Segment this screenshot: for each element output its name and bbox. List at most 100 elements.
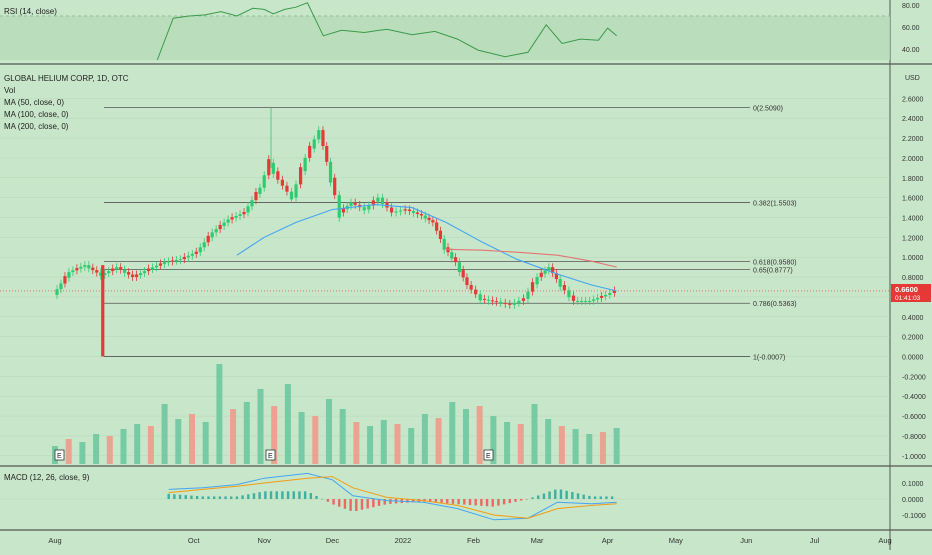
candle[interactable] [438,230,443,239]
candle[interactable] [154,265,159,268]
candle[interactable] [517,300,521,303]
macd-line[interactable] [168,472,617,521]
ma50-line[interactable] [236,204,617,292]
candle[interactable] [337,195,341,218]
macd-histogram-bar[interactable] [411,499,415,503]
candle[interactable] [107,271,111,274]
candle[interactable] [349,202,353,206]
candle[interactable] [103,273,107,276]
candle[interactable] [250,200,254,207]
volume-bar[interactable] [106,436,113,464]
macd-histogram-bar[interactable] [451,499,455,504]
macd-histogram-bar[interactable] [463,499,466,505]
volume-bar[interactable] [476,406,483,464]
candle[interactable] [91,267,95,271]
volume-bar[interactable] [572,429,579,464]
volume-bar[interactable] [312,416,319,464]
macd-histogram-bar[interactable] [588,495,591,499]
macd-histogram-bar[interactable] [218,496,222,499]
volume-bar[interactable] [367,426,374,464]
candle[interactable] [138,273,143,276]
macd-histogram-bar[interactable] [457,499,460,505]
volume-bar[interactable] [490,416,497,464]
macd-histogram-bar[interactable] [446,499,449,504]
macd-histogram-bar[interactable] [230,496,233,499]
macd-histogram-bar[interactable] [576,493,580,499]
candle[interactable] [87,265,91,269]
candle[interactable] [450,252,454,259]
candle[interactable] [596,297,600,300]
macd-histogram-bar[interactable] [298,491,301,499]
volume-bar[interactable] [175,419,182,464]
rsi-pane[interactable]: 80.00 60.00 40.00 [0,2,920,61]
candle[interactable] [411,211,416,213]
macd-histogram-bar[interactable] [531,497,534,499]
rsi-line[interactable] [156,2,618,61]
earnings-marker[interactable]: E [265,449,276,461]
macd-histogram-bar[interactable] [178,494,182,499]
macd-histogram-bar[interactable] [173,494,176,499]
candle[interactable] [576,300,580,302]
candle[interactable] [482,298,487,300]
candle[interactable] [580,300,584,302]
candle[interactable] [547,267,551,271]
candle[interactable] [55,289,59,295]
macd-histogram-bar[interactable] [258,492,261,499]
macd-histogram-bar[interactable] [360,499,364,510]
macd-histogram-bar[interactable] [502,499,506,505]
candle[interactable] [442,238,446,250]
earnings-marker[interactable]: E [54,449,65,461]
volume-bar[interactable] [435,418,442,464]
candle[interactable] [612,290,616,293]
candle[interactable] [254,192,258,201]
candle[interactable] [190,253,194,256]
candle[interactable] [503,302,507,304]
candle[interactable] [325,145,329,162]
candle[interactable] [317,130,321,140]
candle[interactable] [234,215,238,218]
volume-bar[interactable] [421,414,428,464]
candle[interactable] [328,161,333,183]
candle[interactable] [584,300,588,302]
macd-histogram-bar[interactable] [286,491,290,499]
candle[interactable] [407,209,412,212]
macd-histogram-bar[interactable] [593,496,597,499]
volume-bar[interactable] [462,409,469,464]
macd-histogram-bar[interactable] [377,499,381,506]
candle[interactable] [246,206,250,213]
candle[interactable] [521,298,526,301]
macd-histogram-bar[interactable] [559,489,563,499]
macd-histogram-bar[interactable] [508,499,511,504]
volume-bar[interactable] [504,422,511,464]
candle[interactable] [571,295,576,301]
candle[interactable] [321,130,325,146]
candle[interactable] [465,277,469,286]
macd-histogram-bar[interactable] [252,493,256,499]
candle[interactable] [150,267,155,270]
candle[interactable] [280,179,284,186]
candle[interactable] [238,214,242,216]
candle[interactable] [123,269,127,273]
candle[interactable] [174,259,178,261]
volume-bar[interactable] [558,426,565,464]
candle[interactable] [367,205,371,210]
volume-bar[interactable] [120,429,127,464]
macd-histogram-bar[interactable] [326,499,330,502]
macd-histogram-bar[interactable] [525,499,529,500]
candle[interactable] [294,184,298,198]
candle[interactable] [198,247,202,253]
candle[interactable] [394,211,398,213]
macd-histogram-bar[interactable] [241,495,244,499]
macd-histogram-bar[interactable] [554,489,557,499]
macd-histogram-bar[interactable] [332,499,335,505]
candle[interactable] [119,267,123,270]
symbol-title[interactable]: GLOBAL HELIUM CORP, 1D, OTC [4,74,129,83]
volume-bar[interactable] [394,424,401,464]
candle[interactable] [101,265,105,357]
candle[interactable] [457,262,461,273]
volume-bar[interactable] [271,406,278,464]
earnings-marker[interactable]: E [483,449,494,461]
volume-bar[interactable] [284,384,291,464]
candle[interactable] [99,272,103,276]
candle[interactable] [262,175,266,188]
